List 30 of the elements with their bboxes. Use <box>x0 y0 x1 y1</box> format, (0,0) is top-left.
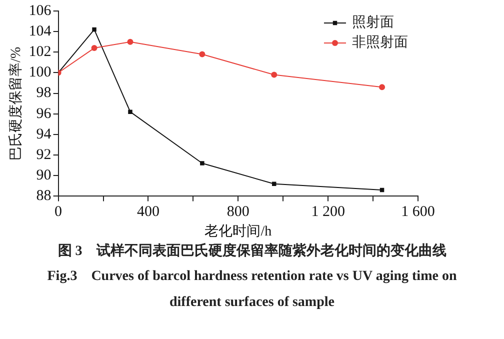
legend-label: 照射面 <box>352 14 394 31</box>
x-tick-label: 400 <box>136 204 160 220</box>
y-tick-label: 104 <box>28 24 52 40</box>
y-tick-label: 98 <box>36 85 52 102</box>
y-tick-label: 100 <box>28 64 52 81</box>
caption: Fig.3 Curves of barcol hardness retention rate vs UV aging time on different surfaces of sample <box>46 268 458 312</box>
point <box>128 110 132 114</box>
y-tick-label: 96 <box>36 106 52 122</box>
y-tick-label: 92 <box>36 146 52 163</box>
y-tick-label: 94 <box>36 126 52 142</box>
legend-label: 非照射面 <box>352 34 408 51</box>
x-axis-title: 老化时间/h <box>204 223 272 240</box>
y-tick-label: 102 <box>28 44 52 60</box>
x-tick-label: 0 <box>54 204 62 220</box>
point <box>271 72 278 78</box>
y-tick-label: 106 <box>28 2 52 19</box>
y-tick-label: 88 <box>36 188 52 204</box>
point <box>379 84 386 90</box>
point <box>91 45 98 52</box>
point <box>199 51 206 58</box>
point <box>127 38 134 45</box>
caption: 图 3 试样不同表面巴氏硬度保留率随紫外老化时间的变化曲线 <box>56 242 448 261</box>
x-tick-label: 1 600 <box>401 204 435 220</box>
point <box>200 161 204 166</box>
x-tick-label: 1 200 <box>311 204 345 220</box>
x-tick-label: 800 <box>226 204 250 220</box>
y-axis-title: 巴氏硬度保留率/% <box>8 46 24 160</box>
point <box>92 27 96 32</box>
y-tick-label: 90 <box>36 168 52 184</box>
point <box>272 182 276 186</box>
